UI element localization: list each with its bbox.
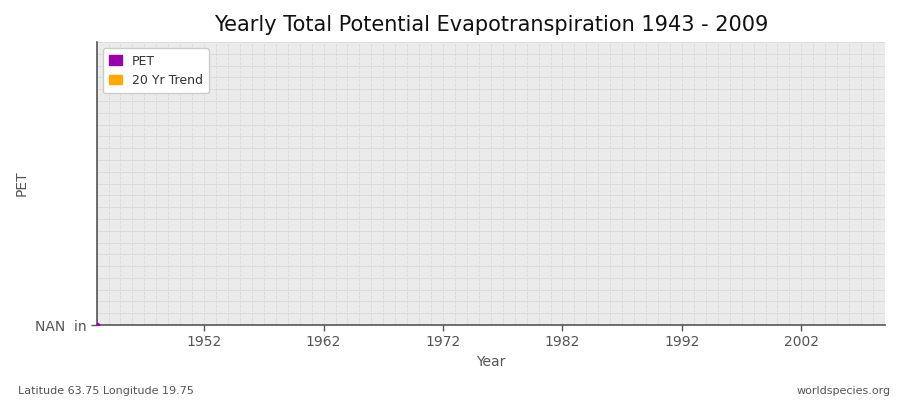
Legend: PET, 20 Yr Trend: PET, 20 Yr Trend: [103, 48, 209, 93]
X-axis label: Year: Year: [476, 355, 506, 369]
Title: Yearly Total Potential Evapotranspiration 1943 - 2009: Yearly Total Potential Evapotranspiratio…: [213, 15, 768, 35]
Y-axis label: PET: PET: [15, 171, 29, 196]
Text: worldspecies.org: worldspecies.org: [796, 386, 891, 396]
Text: Latitude 63.75 Longitude 19.75: Latitude 63.75 Longitude 19.75: [18, 386, 194, 396]
